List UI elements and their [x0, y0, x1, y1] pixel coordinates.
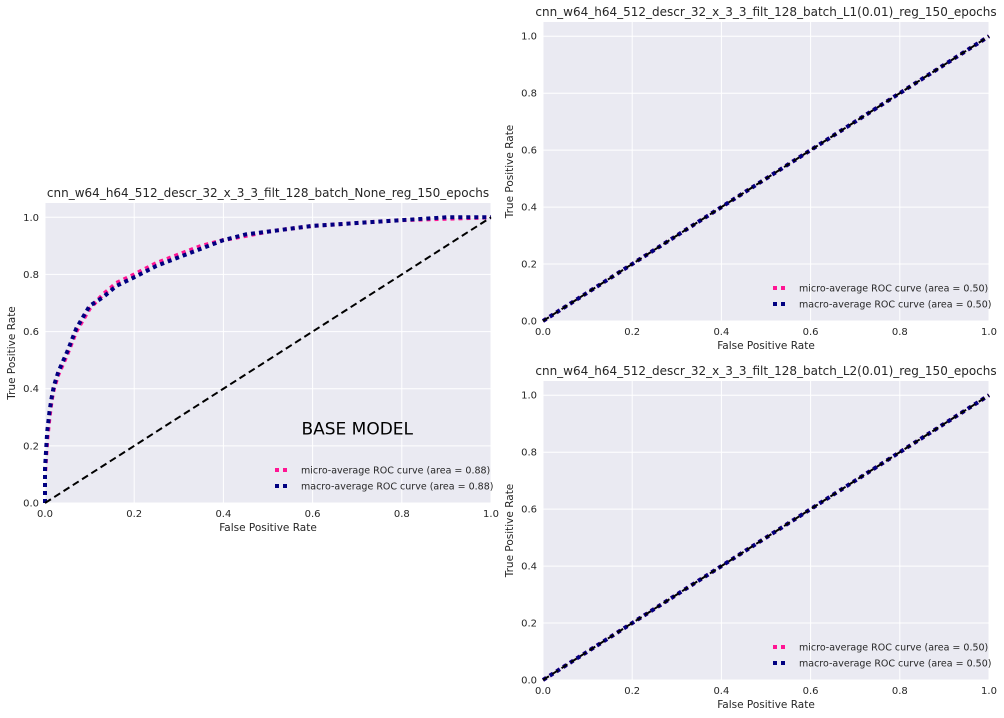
plot-area	[45, 203, 491, 503]
y-tick-label: 1.0	[23, 213, 39, 224]
chart-panel-3: 0.0 0.2 0.4 0.6 0.8 1.0 0.0 0.2 0.4 0.6 0.8 1.0 cnn_…	[504, 364, 997, 711]
macro-average-roc-line	[43, 215, 491, 503]
x-axis-label: False Positive Rate	[717, 340, 815, 352]
x-tick-label: 0.2	[624, 686, 640, 697]
legend-label: micro-average ROC curve (area = 0.50)	[799, 643, 988, 654]
micro-average-roc-line	[43, 215, 492, 503]
y-tick-label: 0.0	[521, 676, 537, 687]
y-tick-label: 0.6	[23, 327, 39, 338]
y-tick-label: 0.8	[23, 270, 39, 281]
y-tick-label: 0.2	[521, 260, 537, 271]
x-tick-label: 0.4	[713, 327, 729, 338]
legend-label: macro-average ROC curve (area = 0.50)	[799, 300, 991, 311]
y-tick-label: 1.0	[521, 32, 537, 43]
y-tick-label: 1.0	[521, 391, 537, 402]
legend: micro-average ROC curve (area = 0.50) mac…	[773, 284, 991, 311]
y-tick-label: 0.6	[521, 505, 537, 516]
x-tick-label: 0.6	[803, 327, 819, 338]
y-tick-label: 0.2	[521, 619, 537, 630]
legend-label: macro-average ROC curve (area = 0.50)	[799, 659, 991, 670]
y-tick-label: 0.8	[521, 448, 537, 459]
y-tick-label: 0.4	[521, 562, 537, 573]
x-axis-label: False Positive Rate	[717, 699, 815, 711]
annotation-base-model: BASE MODEL	[301, 419, 413, 439]
x-tick-label: 0.8	[892, 686, 908, 697]
chart-panel-1: 0.0 0.2 0.4 0.6 0.8 1.0 0.0 0.2 0.4 0.6 0.8 1.0 cnn_…	[6, 186, 499, 534]
y-tick-label: 0.6	[521, 146, 537, 157]
diagonal-reference-line	[44, 216, 492, 504]
x-tick-label: 0.6	[305, 509, 321, 520]
y-axis-label: True Positive Rate	[504, 484, 516, 579]
x-tick-label: 0.4	[215, 509, 231, 520]
x-tick-label: 1.0	[483, 509, 499, 520]
x-tick-label: 1.0	[981, 327, 997, 338]
x-tick-label: 0.0	[535, 327, 551, 338]
x-tick-label: 0.8	[892, 327, 908, 338]
y-tick-label: 0.4	[23, 384, 39, 395]
diagonal-reference-line	[542, 394, 990, 681]
chart-title: cnn_w64_h64_512_descr_32_x_3_3_filt_128_…	[535, 364, 996, 378]
y-tick-label: 0.8	[521, 89, 537, 100]
x-axis-label: False Positive Rate	[219, 522, 317, 534]
chart-title: cnn_w64_h64_512_descr_32_x_3_3_filt_128_…	[535, 5, 996, 19]
legend-label: micro-average ROC curve (area = 0.50)	[799, 284, 988, 295]
y-axis-label: True Positive Rate	[504, 125, 516, 220]
legend-label: macro-average ROC curve (area = 0.88)	[301, 482, 493, 493]
chart-panel-2: 0.0 0.2 0.4 0.6 0.8 1.0 0.0 0.2 0.4 0.6 0.8 1.0 cnn_…	[504, 5, 997, 352]
y-tick-label: 0.0	[521, 317, 537, 328]
x-tick-label: 0.6	[803, 686, 819, 697]
legend: micro-average ROC curve (area = 0.50) mac…	[773, 643, 991, 670]
chart-title: cnn_w64_h64_512_descr_32_x_3_3_filt_128_…	[47, 186, 489, 200]
y-axis-label: True Positive Rate	[6, 306, 18, 401]
x-tick-label: 0.2	[624, 327, 640, 338]
x-tick-label: 0.0	[535, 686, 551, 697]
y-tick-label: 0.0	[23, 499, 39, 510]
x-tick-label: 1.0	[981, 686, 997, 697]
y-tick-label: 0.2	[23, 441, 39, 452]
x-tick-label: 0.4	[713, 686, 729, 697]
x-tick-label: 0.2	[126, 509, 142, 520]
legend-label: micro-average ROC curve (area = 0.88)	[301, 466, 490, 477]
diagonal-reference-line	[542, 35, 990, 322]
x-tick-label: 0.0	[37, 509, 53, 520]
x-tick-label: 0.8	[394, 509, 410, 520]
legend: micro-average ROC curve (area = 0.88) mac…	[275, 466, 493, 493]
y-tick-label: 0.4	[521, 203, 537, 214]
